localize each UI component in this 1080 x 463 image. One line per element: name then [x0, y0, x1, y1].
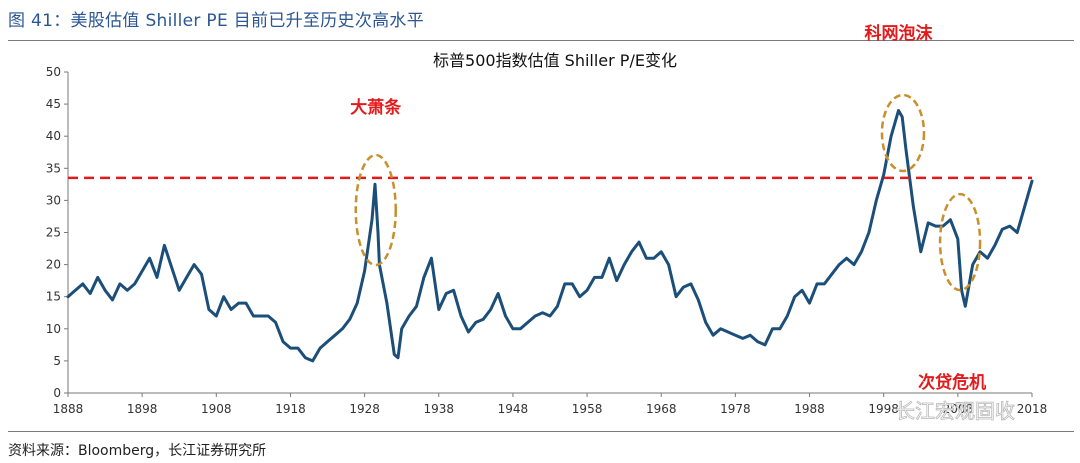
x-tick-label: 1998 [868, 402, 899, 416]
x-tick-label: 2018 [1017, 402, 1048, 416]
y-tick-label: 15 [46, 290, 61, 304]
y-tick-label: 0 [53, 386, 61, 400]
annotation-label: 次贷危机 [918, 372, 986, 393]
x-tick-label: 1888 [53, 402, 84, 416]
y-tick-label: 25 [46, 226, 61, 240]
x-tick-label: 1908 [201, 402, 232, 416]
x-tick-label: 1918 [275, 402, 306, 416]
x-tick-label: 1938 [423, 402, 454, 416]
annotation-label: 科网泡沫 [865, 23, 934, 44]
y-tick-label: 35 [46, 161, 61, 175]
x-tick-label: 1948 [498, 402, 529, 416]
highlight-ellipse-great-depression [354, 153, 397, 267]
x-tick-label: 2008 [943, 402, 974, 416]
y-tick-label: 30 [46, 193, 61, 207]
chart-title: 标普500指数估值 Shiller P/E变化 [433, 51, 677, 70]
y-tick-label: 40 [46, 129, 61, 143]
y-tick-label: 50 [46, 65, 61, 79]
annotation-label: 大萧条 [350, 97, 402, 118]
watermark-text: 长江宏观固收 [895, 399, 1015, 423]
y-tick-label: 5 [53, 354, 61, 368]
x-tick-label: 1988 [794, 402, 825, 416]
x-tick-label: 1978 [720, 402, 751, 416]
y-tick-label: 45 [46, 97, 61, 111]
highlight-ellipse-subprime-crisis [938, 192, 982, 292]
top-divider [8, 40, 1074, 41]
x-tick-label: 1958 [572, 402, 603, 416]
x-tick-label: 1898 [127, 402, 158, 416]
x-tick-label: 1968 [646, 402, 677, 416]
y-tick-label: 10 [46, 322, 61, 336]
x-tick-label: 1928 [349, 402, 380, 416]
highlight-ellipse-dotcom-bubble [880, 93, 926, 173]
figure-title: 图 41：美股估值 Shiller PE 目前已升至历史次高水平 [8, 11, 425, 31]
shiller-pe-chart: 0 5 10 15 20 25 30 35 40 45 50 1888 1898 1908 1918 1928… [46, 23, 1048, 423]
bottom-divider [8, 431, 1074, 432]
source-note: 资料来源：Bloomberg，长江证券研究所 [8, 443, 267, 459]
y-tick-label: 20 [46, 258, 61, 272]
series-line-shiller-pe [66, 109, 1034, 363]
